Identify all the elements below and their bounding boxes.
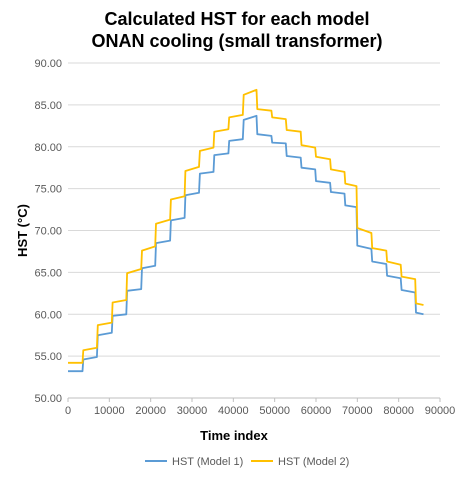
- y-tick-label: 65.00: [34, 267, 62, 279]
- y-tick-label: 85.00: [34, 100, 62, 112]
- legend-label-1: HST (Model 1): [172, 456, 243, 468]
- x-axis-title: Time index: [200, 428, 268, 443]
- y-tick-label: 50.00: [34, 393, 62, 405]
- legend-label-2: HST (Model 2): [278, 456, 349, 468]
- x-tick-label: 60000: [301, 405, 332, 417]
- series-line-2: [68, 88, 424, 364]
- series-line-1: [68, 114, 424, 373]
- x-tick-label: 50000: [259, 405, 290, 417]
- x-tick-label: 40000: [218, 405, 249, 417]
- chart-title-line-2: ONAN cooling (small transformer): [91, 31, 383, 51]
- x-tick-label: 20000: [135, 405, 166, 417]
- y-tick-label: 75.00: [34, 184, 62, 196]
- y-axis-title: HST (°C): [15, 204, 30, 257]
- y-tick-label: 80.00: [34, 142, 62, 154]
- y-tick-label: 55.00: [34, 351, 62, 363]
- y-tick-label: 70.00: [34, 226, 62, 238]
- y-tick-label: 60.00: [34, 309, 62, 321]
- x-tick-label: 30000: [177, 405, 208, 417]
- x-tick-label: 90000: [425, 405, 456, 417]
- x-tick-label: 70000: [342, 405, 373, 417]
- y-tick-label: 90.00: [34, 58, 62, 70]
- chart-title-line-1: Calculated HST for each model: [104, 9, 370, 29]
- x-tick-label: 80000: [383, 405, 414, 417]
- x-tick-label: 0: [65, 405, 71, 417]
- x-tick-label: 10000: [94, 405, 125, 417]
